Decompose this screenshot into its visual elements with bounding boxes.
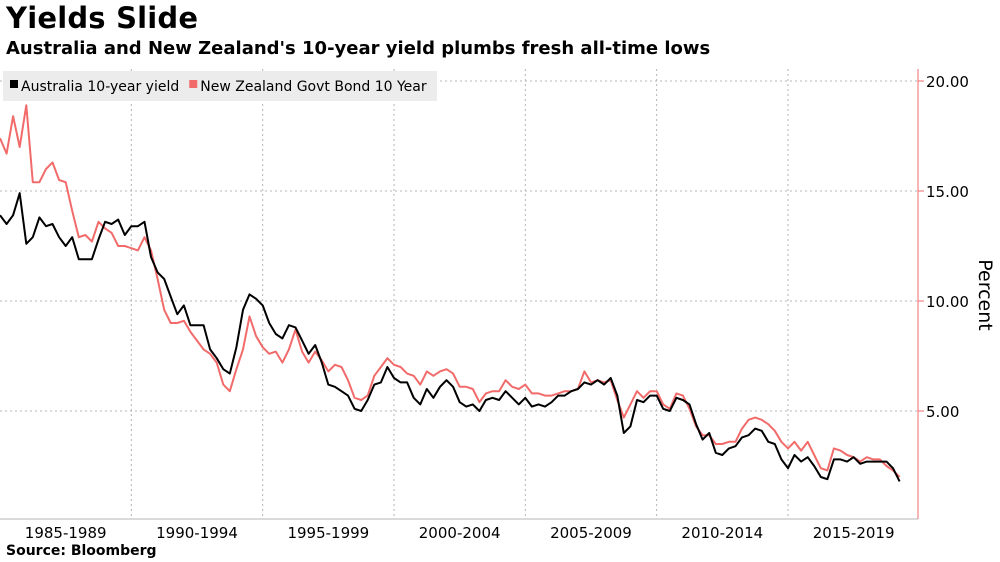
legend-label: New Zealand Govt Bond 10 Year	[200, 79, 427, 95]
y-gridlines	[0, 80, 918, 412]
source-note: Source: Bloomberg	[6, 543, 157, 559]
y-tick-label: 20.00	[926, 73, 969, 91]
y-tick-label: 5.00	[926, 403, 959, 421]
x-tick-label: 1985-1989	[25, 524, 107, 542]
chart-subtitle: Australia and New Zealand's 10-year yiel…	[6, 38, 711, 59]
x-gridlines	[130, 69, 789, 519]
y-tick-labels: 20.00 15.00 10.00 5.00	[926, 73, 969, 421]
legend: Australia 10-year yield New Zealand Govt …	[3, 71, 437, 101]
legend-background	[3, 71, 437, 101]
x-tick-label: 2000-2004	[419, 524, 501, 542]
x-tick-label: 1995-1999	[287, 524, 369, 542]
series-line-australia	[0, 192, 901, 482]
legend-swatch	[10, 80, 18, 88]
chart-title: Yields Slide	[6, 1, 199, 35]
x-tick-labels: 1985-1989 1990-1994 1995-1999 2000-2004 2005…	[25, 524, 895, 542]
legend-item-australia: Australia 10-year yield	[10, 79, 179, 95]
x-tick-label: 2010-2014	[681, 524, 763, 542]
series-lines	[0, 104, 901, 482]
series-line-new-zealand	[0, 104, 901, 478]
y-tick-label: 15.00	[926, 183, 969, 201]
legend-swatch	[189, 80, 198, 88]
y-axis-label: Percent	[974, 259, 996, 331]
legend-item-new-zealand: New Zealand Govt Bond 10 Year	[189, 79, 427, 95]
y-tick-label: 10.00	[926, 293, 969, 311]
legend-label: Australia 10-year yield	[21, 79, 179, 95]
axes	[0, 69, 924, 520]
x-tick-label: 2015-2019	[813, 524, 895, 542]
x-tick-label: 2005-2009	[550, 524, 632, 542]
x-tick-label: 1990-1994	[156, 524, 238, 542]
